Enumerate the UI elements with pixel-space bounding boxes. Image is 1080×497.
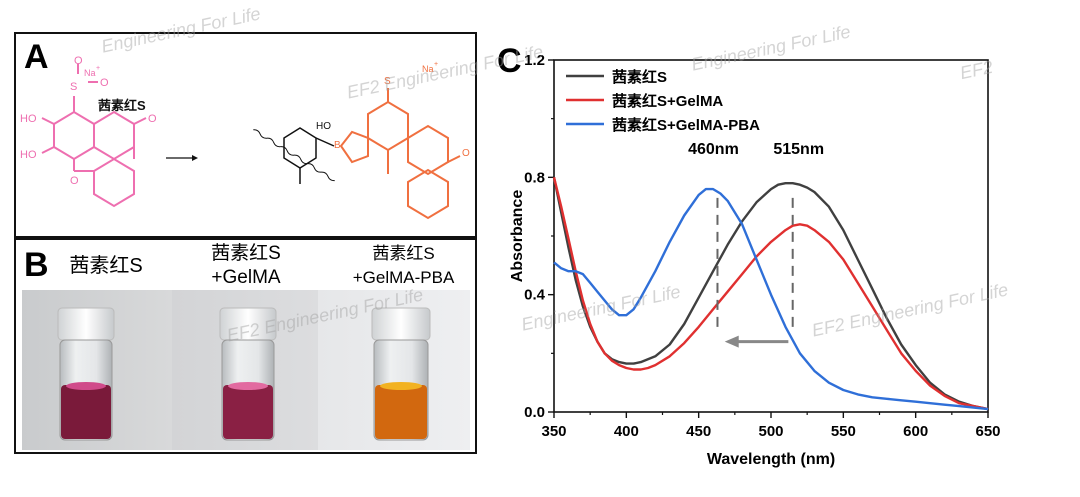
- legend-label-1: 茜素红S: [612, 68, 667, 86]
- series-line-2: [552, 177, 989, 411]
- alizarin-molecule: [41, 64, 147, 208]
- liquid-1: [61, 385, 111, 439]
- absorbance-chart: 350 400 450 500 550 600 650 0.0 0.4 0.8 1.2 Wavelen…: [510, 52, 1001, 468]
- plot-frame: [553, 59, 989, 413]
- x-tick-label: 550: [831, 423, 856, 440]
- hydroxyl-label-2: HO: [20, 149, 37, 161]
- x-axis-label: Wavelength (nm): [707, 451, 835, 468]
- boron-label: B: [334, 140, 341, 151]
- ester-oxygen-label: O: [462, 148, 470, 159]
- hydroxyl-label-1: HO: [20, 113, 37, 125]
- vial-3-line2: +GelMA-PBA: [352, 268, 455, 287]
- x-tick-label: 600: [903, 423, 928, 440]
- legend-label-2: 茜素红S+GelMA: [612, 92, 723, 110]
- ester-atoms: B HO S O: [316, 76, 470, 159]
- liquid-2: [223, 385, 273, 439]
- chart-frame: 350 400 450 500 550 600 650 0.0 0.4 0.8 1.2 Wavelen…: [510, 52, 1001, 468]
- y-tick-label: 0.0: [524, 404, 545, 421]
- liquid-3: [375, 385, 427, 439]
- panel-label-b: B: [24, 246, 49, 284]
- oxygen-label-4: O: [70, 175, 79, 187]
- y-tick-label: 0.4: [524, 287, 546, 304]
- na-label-left: Na: [84, 68, 96, 78]
- vial-2-line2: +GelMA: [211, 267, 281, 288]
- na-plus-left: +: [96, 65, 100, 72]
- vial-label-1: 茜素红S: [56, 254, 156, 278]
- oxygen-label-3: O: [148, 113, 157, 125]
- vial-3-line1: 茜素红S: [372, 244, 435, 263]
- alizarin-title: 茜素红S: [98, 98, 146, 113]
- panel-b-box: B 茜素红S 茜素红S +GelMA 茜素红S +GelMA-PBA: [14, 238, 477, 454]
- x-tick-label: 650: [975, 423, 1000, 440]
- sulfur-label: S: [70, 81, 77, 93]
- vial-1: [57, 307, 115, 441]
- na-plus-right: +: [434, 61, 438, 68]
- y-tick-label: 1.2: [524, 52, 545, 69]
- vial-2-line1: 茜素红S: [211, 243, 281, 264]
- panel-a-box: S O O HO HO O O Na + 茜素红S: [14, 32, 477, 238]
- vial-1-line1: 茜素红S: [69, 255, 143, 277]
- panel-label-c: C: [497, 42, 522, 80]
- panel-a-structures: S O O HO HO O O Na + 茜素红S: [20, 55, 470, 220]
- y-tick-label: 0.8: [524, 169, 545, 186]
- panel-label-a: A: [24, 38, 49, 76]
- ester-molecule: [339, 88, 461, 220]
- polymer-phenylboronate: [253, 127, 335, 184]
- vial-2: [219, 307, 277, 441]
- x-tick-label: 500: [758, 423, 783, 440]
- vial-label-3: 茜素红S +GelMA-PBA: [336, 242, 471, 290]
- oxygen-label-1: O: [74, 55, 83, 67]
- ester-sulfur-label: S: [384, 76, 391, 87]
- peak-label-2: 515nm: [773, 141, 824, 158]
- legend-label-3: 茜素红S+GelMA-PBA: [612, 116, 760, 134]
- x-tick-label: 400: [614, 423, 639, 440]
- reaction-arrow: [166, 155, 198, 161]
- alizarin-atoms: S O O HO HO O O: [20, 55, 157, 187]
- oxygen-label-2: O: [100, 77, 109, 89]
- x-tick-label: 350: [541, 423, 566, 440]
- y-axis-label: Absorbance: [510, 190, 526, 283]
- na-label-right: Na: [422, 64, 434, 74]
- x-tick-label: 450: [686, 423, 711, 440]
- series-line-3: [553, 187, 989, 411]
- boron-hydroxyl-label: HO: [316, 121, 331, 132]
- shift-arrow-head: [724, 335, 739, 348]
- chart-series: [552, 177, 989, 411]
- chart-annotations: 460nm 515nm: [688, 141, 824, 348]
- vial-label-2: 茜素红S +GelMA: [186, 242, 306, 290]
- peak-label-1: 460nm: [688, 141, 739, 158]
- vial-3: [371, 307, 431, 441]
- vial-photos: [22, 290, 470, 450]
- chart-legend: 茜素红S 茜素红S+GelMA 茜素红S+GelMA-PBA: [566, 68, 760, 134]
